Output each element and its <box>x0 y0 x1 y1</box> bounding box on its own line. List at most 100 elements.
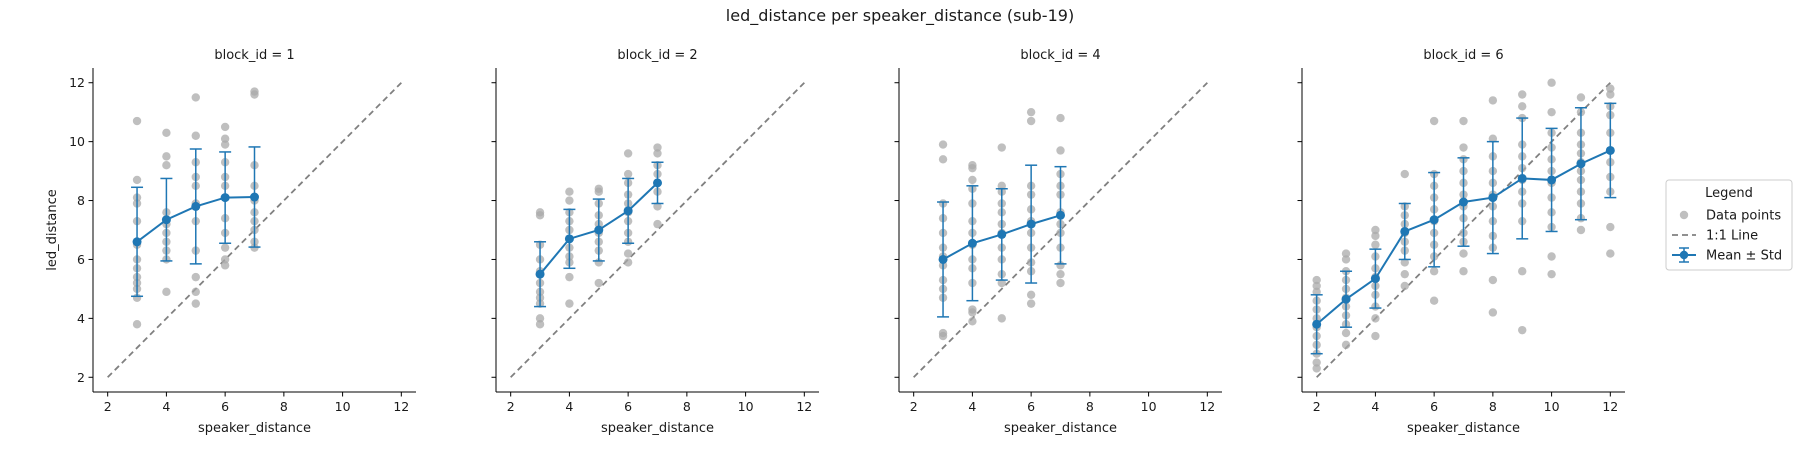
data-point <box>1400 169 1409 179</box>
data-point <box>1518 90 1527 99</box>
data-point <box>1056 113 1065 123</box>
data-point <box>220 134 230 143</box>
mean-point <box>132 237 142 247</box>
data-point <box>623 249 633 258</box>
data-point <box>1371 331 1380 341</box>
mean-point <box>1370 274 1380 284</box>
data-point <box>191 287 200 297</box>
mean-point <box>191 201 201 211</box>
data-point <box>968 308 977 317</box>
mean-point <box>1488 193 1498 203</box>
data-point <box>997 143 1006 152</box>
data-point <box>1459 249 1468 258</box>
x-tick-label: 12 <box>1602 399 1618 414</box>
data-point <box>1312 281 1321 291</box>
x-axis-label: speaker_distance <box>1004 421 1117 436</box>
mean-point <box>161 215 171 225</box>
mean-point <box>1459 197 1468 207</box>
x-tick-label: 10 <box>1141 399 1157 414</box>
mean-point <box>653 178 662 188</box>
panel-title: block_id = 1 <box>214 48 294 63</box>
legend-swatch-points <box>1679 210 1689 220</box>
panel-1: block_id = 1 2 4 6 8 10 12 2 4 6 8 10 12 speaker_dist… <box>45 48 416 436</box>
data-point <box>1606 90 1615 99</box>
x-tick-label: 2 <box>1313 399 1321 414</box>
panel-4: block_id = 6 2 4 6 8 10 12 speaker_distance <box>1297 48 1625 436</box>
y-tick-label: 12 <box>69 75 85 90</box>
y-tick-label: 8 <box>77 193 85 208</box>
data-point <box>997 314 1006 323</box>
mean-point <box>220 193 230 203</box>
data-point <box>1026 107 1036 117</box>
data-point <box>1606 249 1615 258</box>
data-point <box>1547 107 1556 117</box>
data-point <box>1429 116 1439 126</box>
mean-point <box>997 229 1007 239</box>
data-point <box>191 93 200 102</box>
mean-point <box>967 238 977 248</box>
data-point <box>1371 240 1380 249</box>
data-point <box>1341 255 1351 264</box>
data-point <box>1429 267 1439 276</box>
data-point <box>1026 299 1036 308</box>
data-point <box>1518 267 1527 276</box>
data-point <box>1056 146 1065 155</box>
mean-point <box>1429 215 1439 225</box>
mean-point <box>1517 173 1527 183</box>
panel-title: block_id = 6 <box>1423 48 1503 63</box>
data-point <box>162 287 171 297</box>
data-point <box>565 299 574 308</box>
data-point <box>250 90 259 99</box>
mean-point <box>1312 319 1322 329</box>
mean-point <box>1026 219 1036 229</box>
data-point <box>1606 222 1615 232</box>
data-point <box>1371 225 1380 235</box>
mean-point <box>594 225 604 235</box>
data-point <box>220 122 230 132</box>
x-tick-label: 4 <box>565 399 573 414</box>
data-point <box>938 140 948 149</box>
mean-point <box>1547 175 1557 185</box>
panel-2: block_id = 2 2 4 6 8 10 12 speaker_distance <box>491 48 819 436</box>
data-point <box>1400 281 1409 291</box>
data-point <box>1547 252 1556 261</box>
data-point <box>1341 328 1351 338</box>
chart-title: led_distance per speaker_distance (sub-1… <box>726 6 1074 26</box>
legend-swatch-mean-point <box>1679 250 1689 260</box>
mean-point <box>564 234 574 244</box>
data-point <box>1341 340 1351 350</box>
legend-label: Data points <box>1706 209 1781 224</box>
data-point <box>220 140 230 149</box>
data-point <box>1312 364 1321 373</box>
data-point <box>162 128 171 137</box>
data-point <box>132 320 142 329</box>
x-tick-label: 6 <box>221 399 229 414</box>
data-point <box>191 299 200 308</box>
data-point <box>1056 269 1065 279</box>
data-point <box>997 278 1006 288</box>
data-point <box>1371 314 1380 323</box>
x-tick-label: 12 <box>796 399 812 414</box>
data-point <box>1518 325 1527 335</box>
data-point <box>653 143 662 152</box>
data-point <box>1518 102 1527 111</box>
y-tick-label: 4 <box>77 311 85 326</box>
data-point <box>1459 267 1468 276</box>
mean-point <box>1056 210 1065 220</box>
data-point <box>1488 134 1498 143</box>
x-tick-label: 10 <box>738 399 754 414</box>
data-point <box>162 161 171 170</box>
y-tick-label: 10 <box>69 134 85 149</box>
data-point <box>220 255 230 264</box>
x-tick-label: 8 <box>280 399 288 414</box>
data-point <box>1576 225 1586 235</box>
mean-point <box>1400 226 1410 236</box>
data-point <box>1341 249 1351 258</box>
data-point <box>162 152 171 161</box>
panel-3: block_id = 4 2 4 6 8 10 12 speaker_distance <box>894 48 1222 436</box>
data-point <box>1606 84 1615 93</box>
data-point <box>623 149 633 158</box>
x-axis-label: speaker_distance <box>198 421 311 436</box>
data-point <box>653 149 662 158</box>
data-point <box>1429 296 1439 305</box>
